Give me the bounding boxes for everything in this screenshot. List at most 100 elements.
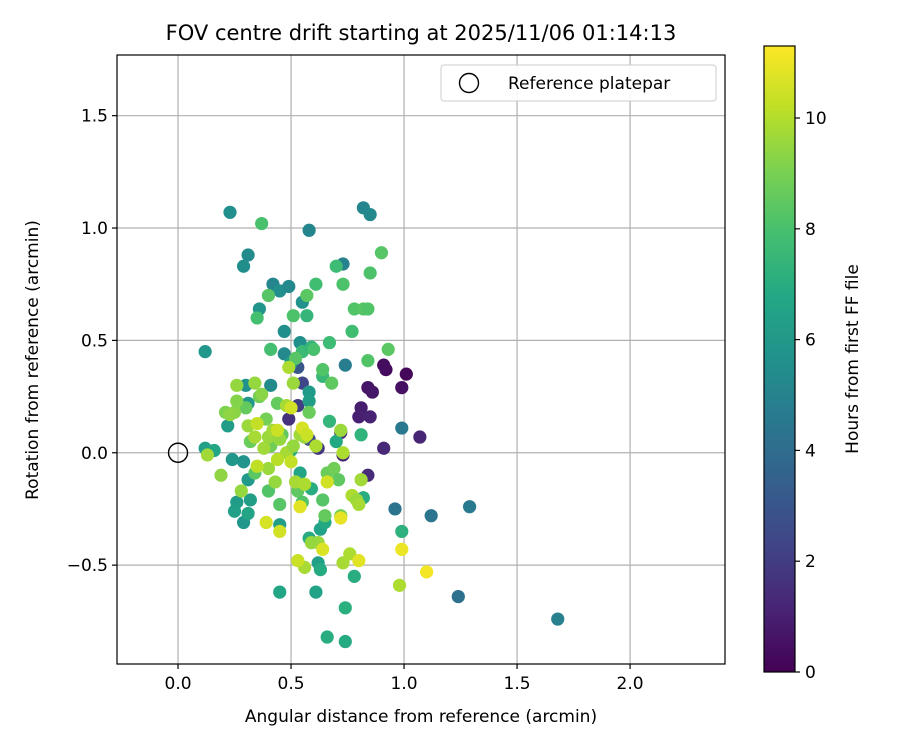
data-point bbox=[322, 414, 337, 428]
y-tick-label: −0.5 bbox=[67, 556, 108, 576]
data-point bbox=[363, 266, 377, 280]
data-point bbox=[302, 223, 316, 237]
data-point bbox=[420, 565, 434, 579]
data-point bbox=[282, 360, 296, 374]
data-point bbox=[347, 569, 361, 583]
data-point bbox=[282, 412, 296, 426]
data-point bbox=[264, 378, 278, 392]
data-point bbox=[277, 324, 291, 339]
data-point bbox=[338, 634, 352, 649]
data-point bbox=[261, 484, 276, 498]
data-point bbox=[395, 542, 409, 556]
data-point bbox=[282, 279, 296, 294]
colorbar-tick-label: 4 bbox=[805, 441, 816, 461]
colorbar: 0 2 4 6 8 10 Hours from first FF file bbox=[763, 45, 863, 683]
legend-label: Reference platepar bbox=[508, 74, 670, 94]
x-axis-ticks: 0.0 0.5 1.0 1.5 2.0 bbox=[165, 664, 644, 694]
data-point bbox=[318, 509, 332, 523]
data-point bbox=[243, 493, 257, 507]
data-point bbox=[257, 441, 271, 455]
data-point bbox=[261, 288, 276, 303]
data-point bbox=[255, 387, 269, 401]
x-tick-label: 2.0 bbox=[617, 674, 644, 694]
data-point bbox=[381, 342, 395, 356]
data-point bbox=[225, 452, 239, 467]
data-point bbox=[200, 448, 215, 462]
data-point bbox=[336, 446, 350, 460]
data-point bbox=[270, 452, 285, 467]
data-point bbox=[302, 394, 316, 408]
data-point bbox=[293, 500, 307, 514]
data-point bbox=[286, 439, 300, 453]
data-point bbox=[309, 439, 323, 453]
y-tick-label: 0.5 bbox=[81, 331, 108, 351]
data-point bbox=[331, 473, 346, 487]
data-point bbox=[309, 585, 323, 599]
data-point bbox=[316, 363, 330, 377]
data-point bbox=[268, 475, 282, 489]
data-point bbox=[300, 288, 314, 303]
data-point bbox=[273, 585, 287, 599]
data-point bbox=[241, 248, 255, 262]
data-point bbox=[363, 410, 377, 424]
data-point bbox=[363, 207, 377, 222]
data-point bbox=[320, 630, 334, 644]
data-point bbox=[392, 578, 407, 592]
data-point bbox=[261, 461, 276, 476]
data-point bbox=[214, 468, 228, 482]
data-point bbox=[336, 277, 350, 291]
data-point bbox=[352, 497, 366, 512]
data-point bbox=[395, 421, 409, 435]
data-point bbox=[451, 589, 465, 604]
data-point bbox=[338, 601, 352, 615]
data-point bbox=[288, 351, 303, 365]
data-point bbox=[424, 509, 438, 523]
y-axis-label: Rotation from reference (arcmin) bbox=[23, 220, 43, 500]
data-point bbox=[230, 394, 244, 408]
data-point bbox=[352, 554, 366, 568]
data-point bbox=[291, 554, 305, 568]
data-point bbox=[284, 401, 298, 415]
data-point bbox=[297, 477, 312, 491]
data-point bbox=[374, 246, 389, 260]
data-point bbox=[284, 455, 298, 469]
data-point bbox=[300, 309, 314, 323]
data-point bbox=[399, 367, 413, 381]
data-points bbox=[198, 201, 565, 649]
chart-title: FOV centre drift starting at 2025/11/06 … bbox=[166, 21, 677, 45]
data-point bbox=[248, 430, 262, 444]
data-point bbox=[352, 410, 366, 424]
data-point bbox=[248, 376, 262, 390]
y-tick-label: 0.0 bbox=[81, 444, 108, 464]
data-point bbox=[230, 378, 244, 392]
y-tick-label: 1.5 bbox=[81, 107, 108, 127]
x-tick-label: 1.5 bbox=[504, 674, 531, 694]
data-point bbox=[277, 347, 291, 361]
data-point bbox=[354, 428, 368, 442]
data-point bbox=[227, 504, 242, 518]
data-point bbox=[286, 309, 300, 323]
colorbar-tick-label: 0 bbox=[805, 663, 816, 683]
colorbar-tick-label: 2 bbox=[805, 552, 816, 572]
data-point bbox=[264, 342, 278, 356]
data-point bbox=[462, 500, 477, 514]
data-point bbox=[236, 455, 251, 469]
data-point bbox=[361, 354, 375, 368]
data-point bbox=[273, 524, 287, 539]
data-point bbox=[395, 524, 409, 539]
data-point bbox=[250, 311, 264, 325]
data-point bbox=[286, 376, 300, 390]
colorbar-ticks: 0 2 4 6 8 10 bbox=[795, 109, 827, 683]
data-point bbox=[241, 506, 255, 521]
x-tick-label: 1.0 bbox=[391, 674, 418, 694]
x-tick-label: 0.5 bbox=[278, 674, 305, 694]
data-point bbox=[198, 345, 212, 359]
colorbar-tick-label: 8 bbox=[805, 220, 816, 240]
data-point bbox=[239, 401, 253, 415]
legend-box bbox=[440, 64, 717, 102]
data-point bbox=[295, 376, 309, 390]
data-point bbox=[365, 385, 380, 399]
data-point bbox=[223, 407, 237, 422]
data-point bbox=[377, 441, 391, 455]
